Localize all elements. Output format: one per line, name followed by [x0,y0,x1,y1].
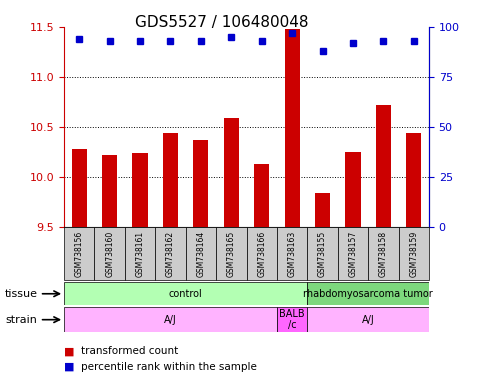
Bar [254,164,269,227]
Text: GSM738166: GSM738166 [257,230,266,276]
Bar [216,227,246,280]
Text: GSM738165: GSM738165 [227,230,236,276]
Text: ■: ■ [64,362,74,372]
Bar [315,193,330,227]
Text: transformed count: transformed count [81,346,178,356]
Bar [246,227,277,280]
Text: GSM738161: GSM738161 [136,230,144,276]
Text: GSM738160: GSM738160 [105,230,114,276]
Bar [64,282,307,305]
Text: ■: ■ [64,346,74,356]
Bar [95,227,125,280]
Text: GDS5527 / 106480048: GDS5527 / 106480048 [135,15,309,30]
Bar [345,152,360,227]
Bar [398,227,429,280]
Text: A/J: A/J [164,314,177,325]
Bar [71,149,87,227]
Bar [155,227,186,280]
Bar [406,133,422,227]
Bar [307,282,429,305]
Bar [277,307,307,332]
Bar [277,227,307,280]
Bar [376,105,391,227]
Text: GSM738156: GSM738156 [75,230,84,276]
Text: tissue: tissue [5,289,38,299]
Bar [133,153,148,227]
Text: GSM738157: GSM738157 [349,230,357,276]
Text: GSM738155: GSM738155 [318,230,327,276]
Bar [64,307,277,332]
Bar [64,227,95,280]
Text: BALB
/c: BALB /c [280,309,305,331]
Text: percentile rank within the sample: percentile rank within the sample [81,362,257,372]
Text: GSM738158: GSM738158 [379,230,388,276]
Text: control: control [169,289,203,299]
Bar [307,227,338,280]
Bar [163,133,178,227]
Bar [338,227,368,280]
Text: GSM738162: GSM738162 [166,230,175,276]
Text: A/J: A/J [362,314,375,325]
Bar [102,155,117,227]
Text: rhabdomyosarcoma tumor: rhabdomyosarcoma tumor [303,289,433,299]
Text: strain: strain [5,315,37,325]
Bar [368,227,398,280]
Bar [193,140,209,227]
Bar [186,227,216,280]
Bar [307,307,429,332]
Bar [224,118,239,227]
Text: GSM738163: GSM738163 [287,230,297,276]
Bar [284,29,300,227]
Text: GSM738159: GSM738159 [409,230,418,276]
Text: GSM738164: GSM738164 [196,230,206,276]
Bar [125,227,155,280]
